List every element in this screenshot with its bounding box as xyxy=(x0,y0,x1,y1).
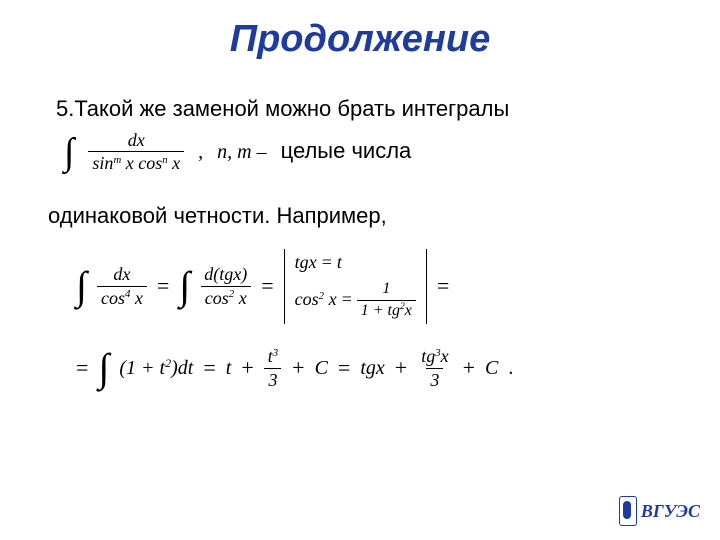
equals-4: = xyxy=(76,354,88,383)
integrand: (1 + t2)dt xyxy=(119,355,193,381)
integral-sign-3: ∫ xyxy=(179,266,190,306)
subst-row-1: tgx = t xyxy=(295,253,416,273)
frac-num: dx xyxy=(124,130,149,152)
equals-6: = xyxy=(338,354,350,383)
equals-3: = xyxy=(437,272,449,301)
text-line-2: одинаковой четности. Например, xyxy=(48,202,672,231)
logo-text: ВГУЭС xyxy=(641,501,700,522)
logo: ВГУЭС xyxy=(619,496,700,526)
term-tgx: tgx xyxy=(360,355,384,381)
fraction-mid: d(tgx) cos2 x xyxy=(200,264,251,308)
equation-block: ∫ dx cos4 x = ∫ d(tgx) cos2 x = xyxy=(48,249,672,391)
const-2: C xyxy=(485,355,498,381)
equation-row-1: ∫ dx cos4 x = ∫ d(tgx) cos2 x = xyxy=(76,249,672,325)
term-t: t xyxy=(226,355,232,381)
slide-body: 5.Такой же заменой можно брать интегралы… xyxy=(0,61,720,391)
formula-1: ∫ dx sinm x cosn x , n, m – целые числа xyxy=(48,130,672,174)
subst-row-2: cos2 x = 1 1 + tg2x xyxy=(295,280,416,320)
logo-icon xyxy=(619,496,637,526)
fraction-t3: t3 3 xyxy=(264,346,282,390)
fraction-1: dx sinm x cosn x xyxy=(88,130,184,174)
plus-1: + xyxy=(241,354,253,383)
fraction-lhs: dx cos4 x xyxy=(97,264,147,308)
equals-1: = xyxy=(157,272,169,301)
nm-text: n, m – xyxy=(217,139,266,165)
substitution-box: tgx = t cos2 x = 1 1 + tg2x xyxy=(284,249,427,325)
comma: , xyxy=(198,139,203,165)
integral-sign-2: ∫ xyxy=(76,266,87,306)
frac-den: sinm x cosn x xyxy=(88,151,184,174)
after-text: целые числа xyxy=(281,137,412,166)
equation-row-2: = ∫ (1 + t2)dt = t + t3 3 + C = tgx + xyxy=(76,346,672,390)
fraction-tg3x: tg3x 3 xyxy=(417,346,452,390)
equals-5: = xyxy=(203,354,215,383)
plus-2: + xyxy=(292,354,304,383)
plus-4: + xyxy=(463,354,475,383)
integral-sign-4: ∫ xyxy=(98,348,109,388)
equals-2: = xyxy=(261,272,273,301)
text-line-1: 5.Такой же заменой можно брать интегралы xyxy=(48,95,672,124)
const-1: C xyxy=(315,355,328,381)
period: . xyxy=(508,355,513,381)
subst-frac: 1 1 + tg2x xyxy=(357,280,416,320)
plus-3: + xyxy=(395,354,407,383)
integral-sign: ∫ xyxy=(64,133,74,171)
slide-title: Продолжение xyxy=(0,0,720,61)
